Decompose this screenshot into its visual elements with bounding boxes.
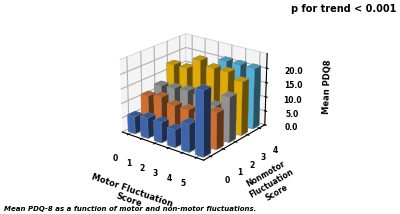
Y-axis label: Nonmotor
Fluctuation
Score: Nonmotor Fluctuation Score xyxy=(242,158,300,209)
Text: p for trend < 0.001: p for trend < 0.001 xyxy=(291,4,396,14)
Text: Mean PDQ-8 as a function of motor and non-motor fluctuations.: Mean PDQ-8 as a function of motor and no… xyxy=(4,206,256,212)
X-axis label: Motor Fluctuation
Score: Motor Fluctuation Score xyxy=(87,172,174,214)
